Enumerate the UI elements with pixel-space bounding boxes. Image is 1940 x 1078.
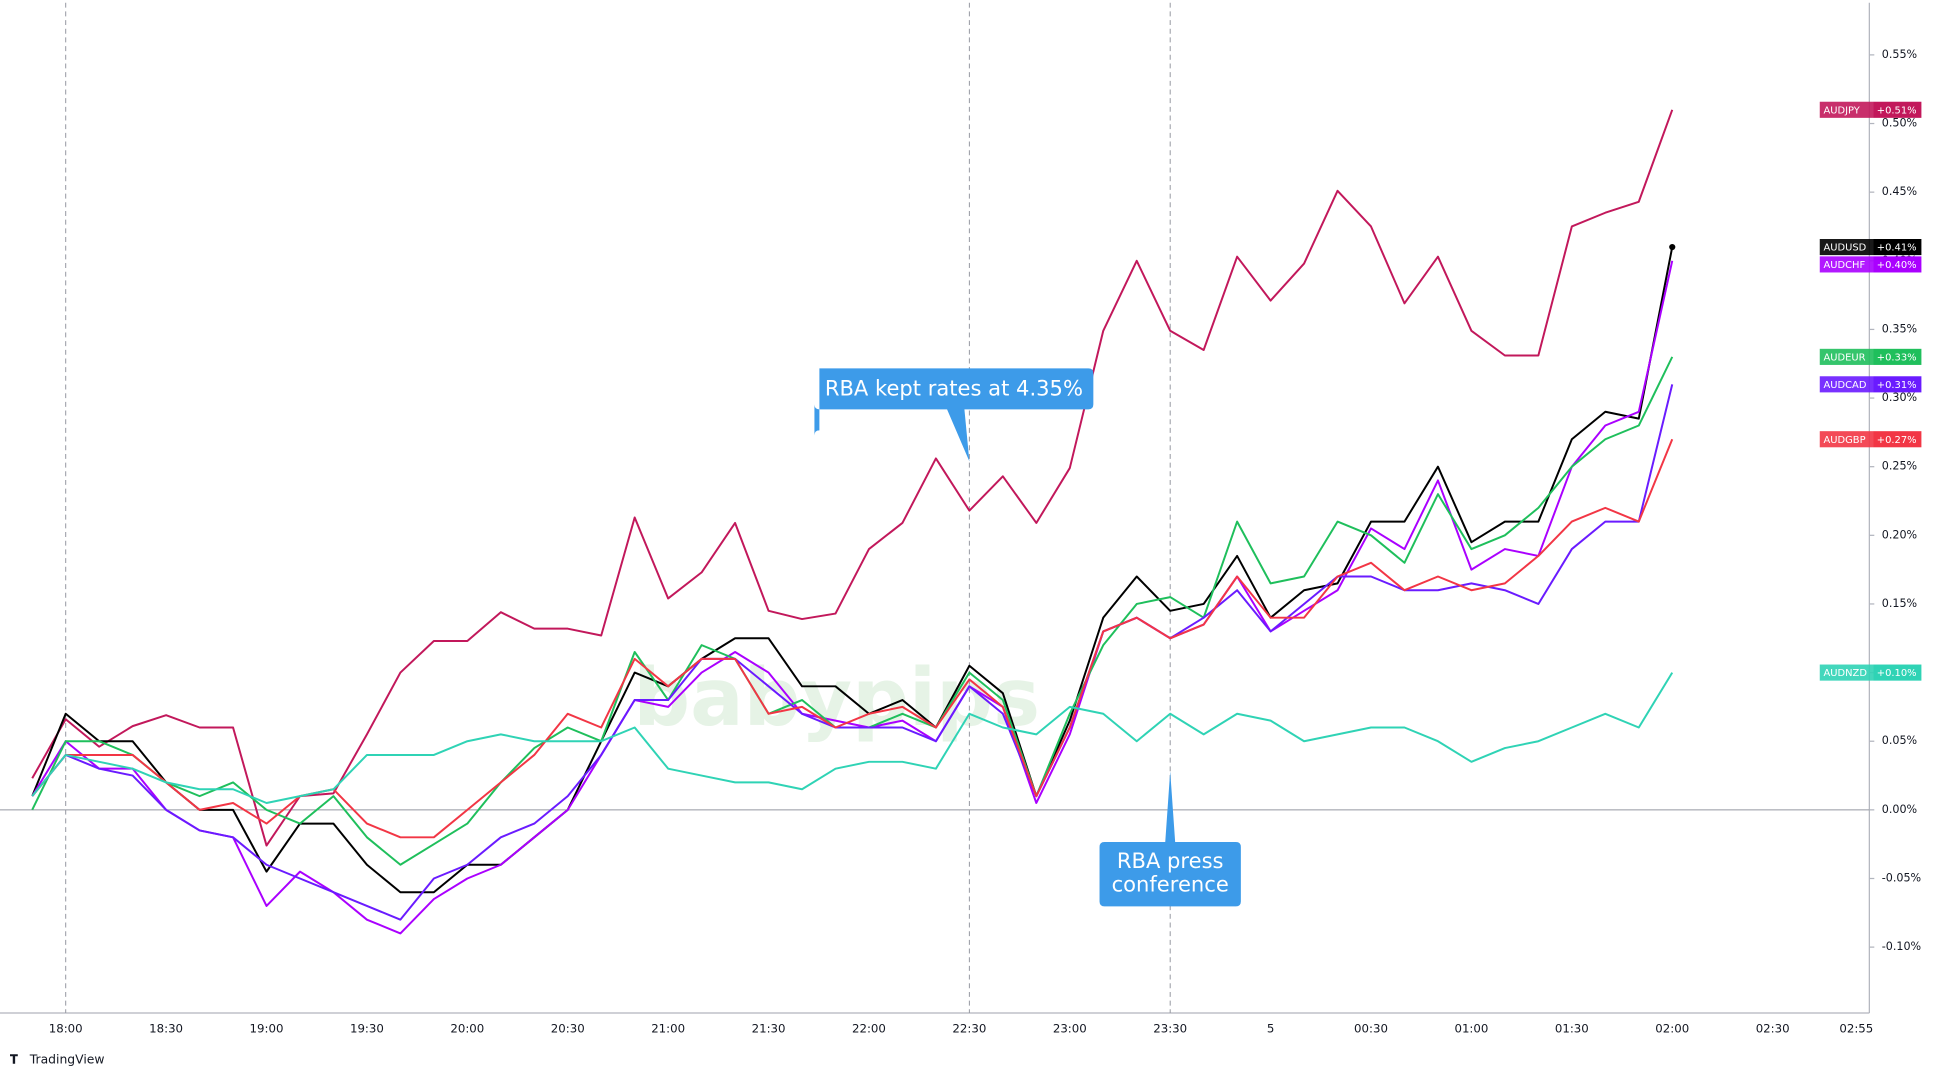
end-value-label: +0.27% bbox=[1877, 435, 1917, 446]
legend-name: AUDCAD bbox=[1823, 380, 1866, 391]
x-tick-label: 22:30 bbox=[952, 1022, 986, 1036]
end-label: AUDCAD +0.31% bbox=[1819, 376, 1922, 393]
x-tick-label: 19:30 bbox=[350, 1022, 384, 1036]
y-tick-label: 0.25% bbox=[1882, 460, 1917, 473]
callout-box bbox=[1099, 771, 1241, 907]
x-tick-label: 01:00 bbox=[1454, 1022, 1488, 1036]
x-tick-label: 20:30 bbox=[551, 1022, 585, 1036]
legend-name: AUDUSD bbox=[1823, 243, 1866, 254]
end-label-value-bg bbox=[1873, 256, 1922, 273]
x-tick-label: 21:30 bbox=[752, 1022, 786, 1036]
end-label-name-bg bbox=[1819, 256, 1874, 273]
end-label: AUDUSD +0.41% bbox=[1819, 239, 1922, 256]
legend-name: AUDEUR bbox=[1823, 352, 1865, 363]
end-label: AUDJPY +0.51% bbox=[1819, 101, 1922, 118]
end-label-value-bg bbox=[1873, 664, 1922, 681]
x-tick-label: 21:00 bbox=[651, 1022, 685, 1036]
x-tick-label: 20:00 bbox=[450, 1022, 484, 1036]
legend-name: AUDGBP bbox=[1823, 435, 1865, 446]
legend-name: AUDCHF bbox=[1823, 260, 1865, 271]
annotation-text: conference bbox=[1112, 871, 1229, 896]
legend-name: AUDJPY bbox=[1823, 105, 1860, 116]
end-label-name-bg bbox=[1819, 376, 1874, 393]
end-label-name-bg bbox=[1819, 348, 1874, 365]
end-value-label: +0.41% bbox=[1877, 243, 1917, 254]
end-value-label: +0.31% bbox=[1877, 380, 1917, 391]
end-label-name-bg bbox=[1819, 239, 1874, 256]
y-tick-label: 0.20% bbox=[1882, 528, 1917, 541]
end-label: AUDCHF +0.40% bbox=[1819, 256, 1922, 273]
y-tick-label: 0.15% bbox=[1882, 597, 1917, 610]
y-tick-label: 0.30% bbox=[1882, 391, 1917, 404]
series-line bbox=[31, 260, 1674, 935]
x-tick-label: 23:30 bbox=[1153, 1022, 1187, 1036]
logo-mark: 𝐓 bbox=[10, 1052, 18, 1067]
x-tick-label: 02:00 bbox=[1655, 1022, 1689, 1036]
y-tick-label: 0.00% bbox=[1882, 803, 1917, 816]
x-tick-label: 00:30 bbox=[1354, 1022, 1388, 1036]
series-line bbox=[31, 384, 1674, 921]
annotation-text: RBA kept rates at 4.35% bbox=[825, 375, 1083, 400]
end-label: AUDNZD +0.10% bbox=[1819, 664, 1922, 681]
end-value-label: +0.33% bbox=[1877, 352, 1917, 363]
end-label-name-bg bbox=[1819, 664, 1874, 681]
end-label: AUDEUR +0.33% bbox=[1819, 348, 1922, 365]
end-label: AUDGBP +0.27% bbox=[1819, 431, 1922, 448]
y-tick-label: -0.10% bbox=[1882, 940, 1921, 953]
end-label-value-bg bbox=[1873, 376, 1922, 393]
callout-box bbox=[814, 368, 1094, 462]
last-point bbox=[1669, 243, 1676, 251]
end-label-value-bg bbox=[1873, 431, 1922, 448]
watermark: babypips bbox=[633, 651, 1040, 744]
x-tick-label: 23:00 bbox=[1053, 1022, 1087, 1036]
series-line bbox=[31, 246, 1674, 894]
footer: TradingView bbox=[29, 1052, 105, 1067]
end-value-label: +0.51% bbox=[1877, 105, 1917, 116]
annotation-text: RBA press bbox=[1117, 848, 1224, 873]
y-tick-label: 0.55% bbox=[1882, 48, 1917, 61]
x-tick-label: 22:00 bbox=[852, 1022, 886, 1036]
y-tick-label: 0.35% bbox=[1882, 322, 1917, 335]
x-tick-label: 01:30 bbox=[1555, 1022, 1589, 1036]
end-label-value-bg bbox=[1873, 101, 1922, 118]
end-value-label: +0.10% bbox=[1877, 668, 1917, 679]
y-tick-label: 0.05% bbox=[1882, 734, 1917, 747]
end-label-name-bg bbox=[1819, 431, 1874, 448]
x-tick-label: 5 bbox=[1267, 1022, 1275, 1036]
end-label-value-bg bbox=[1873, 348, 1922, 365]
x-tick-label: 02:30 bbox=[1756, 1022, 1790, 1036]
y-tick-label: 0.50% bbox=[1882, 117, 1917, 130]
end-value-label: +0.40% bbox=[1877, 260, 1917, 271]
y-tick-label: -0.05% bbox=[1882, 871, 1921, 884]
x-tick-label: 19:00 bbox=[250, 1022, 284, 1036]
end-label-name-bg bbox=[1819, 101, 1874, 118]
y-tick-label: 0.45% bbox=[1882, 185, 1917, 198]
x-tick-label: 18:30 bbox=[149, 1022, 183, 1036]
x-tick-label: 02:55 bbox=[1839, 1022, 1873, 1036]
end-label-value-bg bbox=[1873, 239, 1922, 256]
legend-name: AUDNZD bbox=[1823, 668, 1867, 679]
series-line bbox=[31, 672, 1674, 804]
x-tick-label: 18:00 bbox=[49, 1022, 83, 1036]
